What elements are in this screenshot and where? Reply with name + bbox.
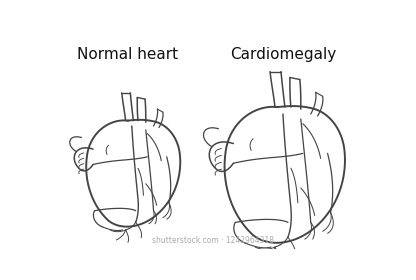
Text: Cardiomegaly: Cardiomegaly [230,47,336,62]
Text: Normal heart: Normal heart [77,47,178,62]
Text: shutterstock.com · 1242964318: shutterstock.com · 1242964318 [152,235,274,245]
